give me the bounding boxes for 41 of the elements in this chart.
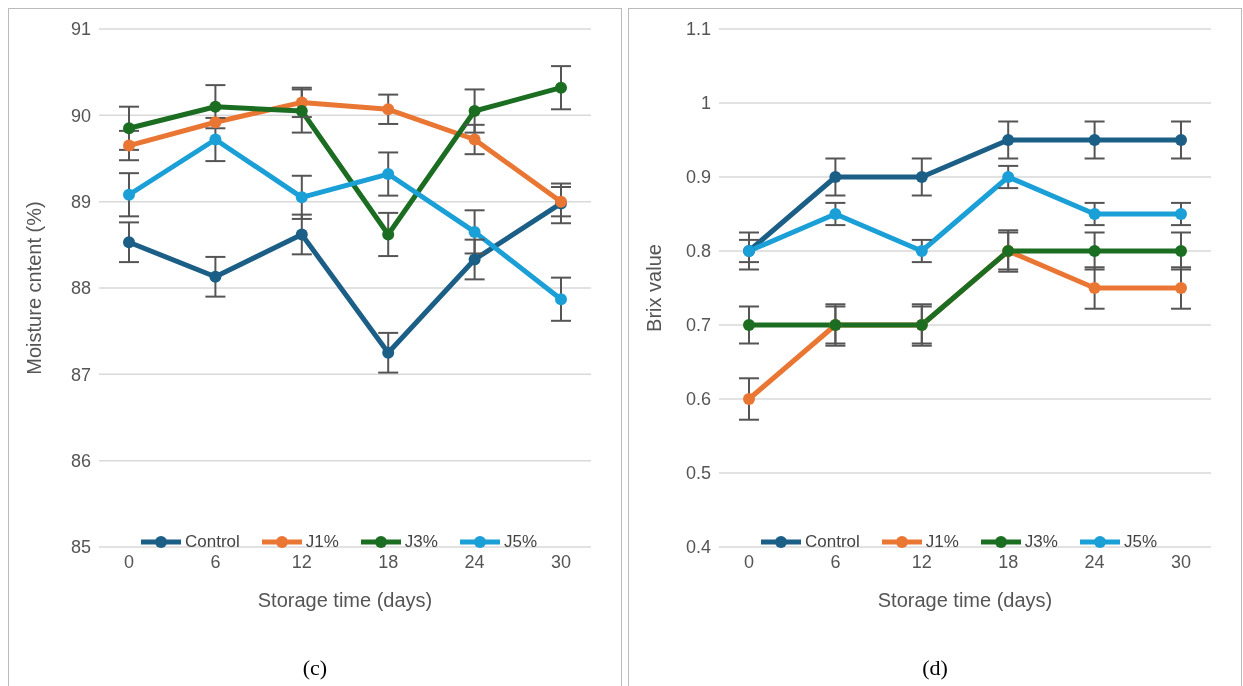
legend-label: J1% <box>305 532 339 552</box>
x-tick-label: 12 <box>291 551 312 572</box>
legend-label: J3% <box>404 532 438 552</box>
x-tick-label: 12 <box>911 551 932 572</box>
y-tick-label: 1 <box>700 93 711 114</box>
x-axis-title: Storage time (days) <box>257 589 433 611</box>
y-tick-label: 91 <box>70 19 91 40</box>
legend-label: J5% <box>503 532 538 552</box>
legend-label: J3% <box>1024 532 1058 552</box>
y-tick-label: 90 <box>70 105 91 126</box>
y-tick-label: 0.4 <box>685 537 711 558</box>
y-tick-label: 86 <box>70 451 91 472</box>
x-tick-label: 24 <box>464 551 485 572</box>
y-tick-label: 89 <box>70 192 91 213</box>
y-tick-label: 0.8 <box>685 241 711 262</box>
y-tick-label: 87 <box>70 364 91 385</box>
y-axis-title: Moisture cntent (%) <box>23 201 46 375</box>
y-tick-label: 0.6 <box>685 389 711 410</box>
x-tick-label: 0 <box>123 551 135 572</box>
x-tick-label: 6 <box>210 551 221 572</box>
legend-label: J1% <box>925 532 959 552</box>
y-tick-label: 0.7 <box>685 315 711 336</box>
x-tick-label: 30 <box>550 551 572 572</box>
legend-label: Control <box>184 532 240 552</box>
legend-label: J5% <box>1123 532 1158 552</box>
legend-label: Control <box>804 532 860 552</box>
y-tick-label: 0.9 <box>685 167 711 188</box>
x-tick-label: 18 <box>998 551 1019 572</box>
y-axis-title: Brix value <box>643 244 666 332</box>
x-tick-label: 30 <box>1170 551 1192 572</box>
text: (d) <box>921 655 949 681</box>
y-tick-label: 0.5 <box>685 463 711 484</box>
x-tick-label: 24 <box>1084 551 1105 572</box>
y-tick-label: 85 <box>70 537 91 558</box>
x-tick-label: 0 <box>743 551 755 572</box>
y-tick-label: 1.1 <box>685 19 711 40</box>
x-tick-label: 6 <box>830 551 841 572</box>
x-axis-title: Storage time (days) <box>877 589 1053 611</box>
y-tick-label: 88 <box>70 278 91 299</box>
text: (c) <box>301 655 329 681</box>
x-tick-label: 18 <box>378 551 399 572</box>
